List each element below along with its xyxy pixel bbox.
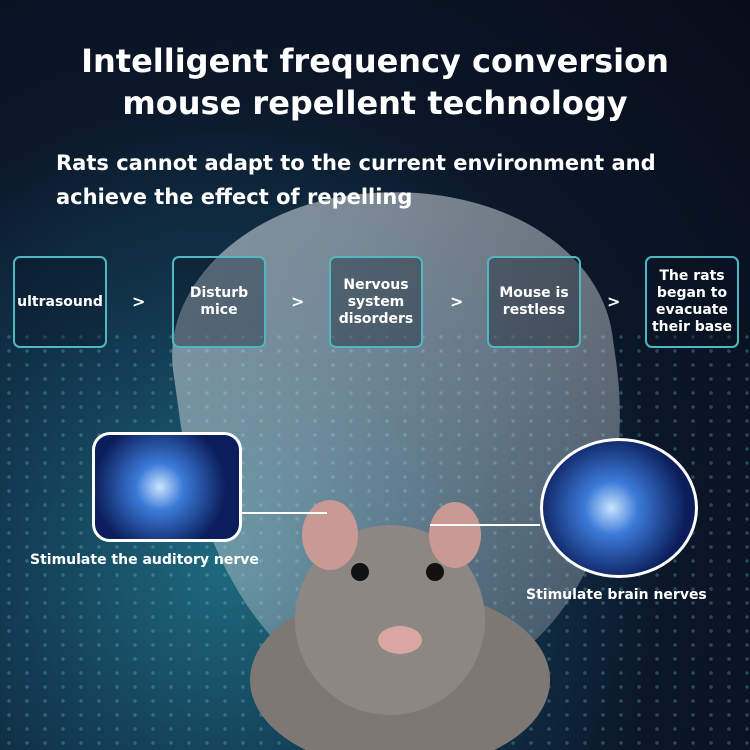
- callout-auditory: Stimulate the auditory nerve: [30, 552, 259, 568]
- headline: Intelligent frequency conversion mouse re…: [0, 40, 750, 124]
- rat-image: [250, 500, 550, 750]
- flow-arrow: >: [450, 292, 464, 311]
- headline-line-2: mouse repellent technology: [122, 84, 628, 122]
- auditory-nerve-image: [92, 432, 242, 542]
- flow-step-1: ultrasound: [13, 256, 107, 348]
- flow-arrow: >: [291, 292, 305, 311]
- flow-step-3: Nervous system disorders: [329, 256, 423, 348]
- callout-line-right: [430, 524, 540, 526]
- callout-brain: Stimulate brain nerves: [526, 587, 707, 603]
- flow-arrow: >: [607, 292, 621, 311]
- callout-line-left: [242, 512, 327, 514]
- flow-arrow: >: [132, 292, 146, 311]
- flow-step-4: Mouse is restless: [487, 256, 581, 348]
- headline-line-1: Intelligent frequency conversion: [81, 42, 669, 80]
- flow-step-5: The rats began to evacuate their base: [645, 256, 739, 348]
- brain-nerve-image: [540, 438, 698, 578]
- flow-step-2: Disturb mice: [172, 256, 266, 348]
- subtitle: Rats cannot adapt to the current environ…: [56, 151, 656, 209]
